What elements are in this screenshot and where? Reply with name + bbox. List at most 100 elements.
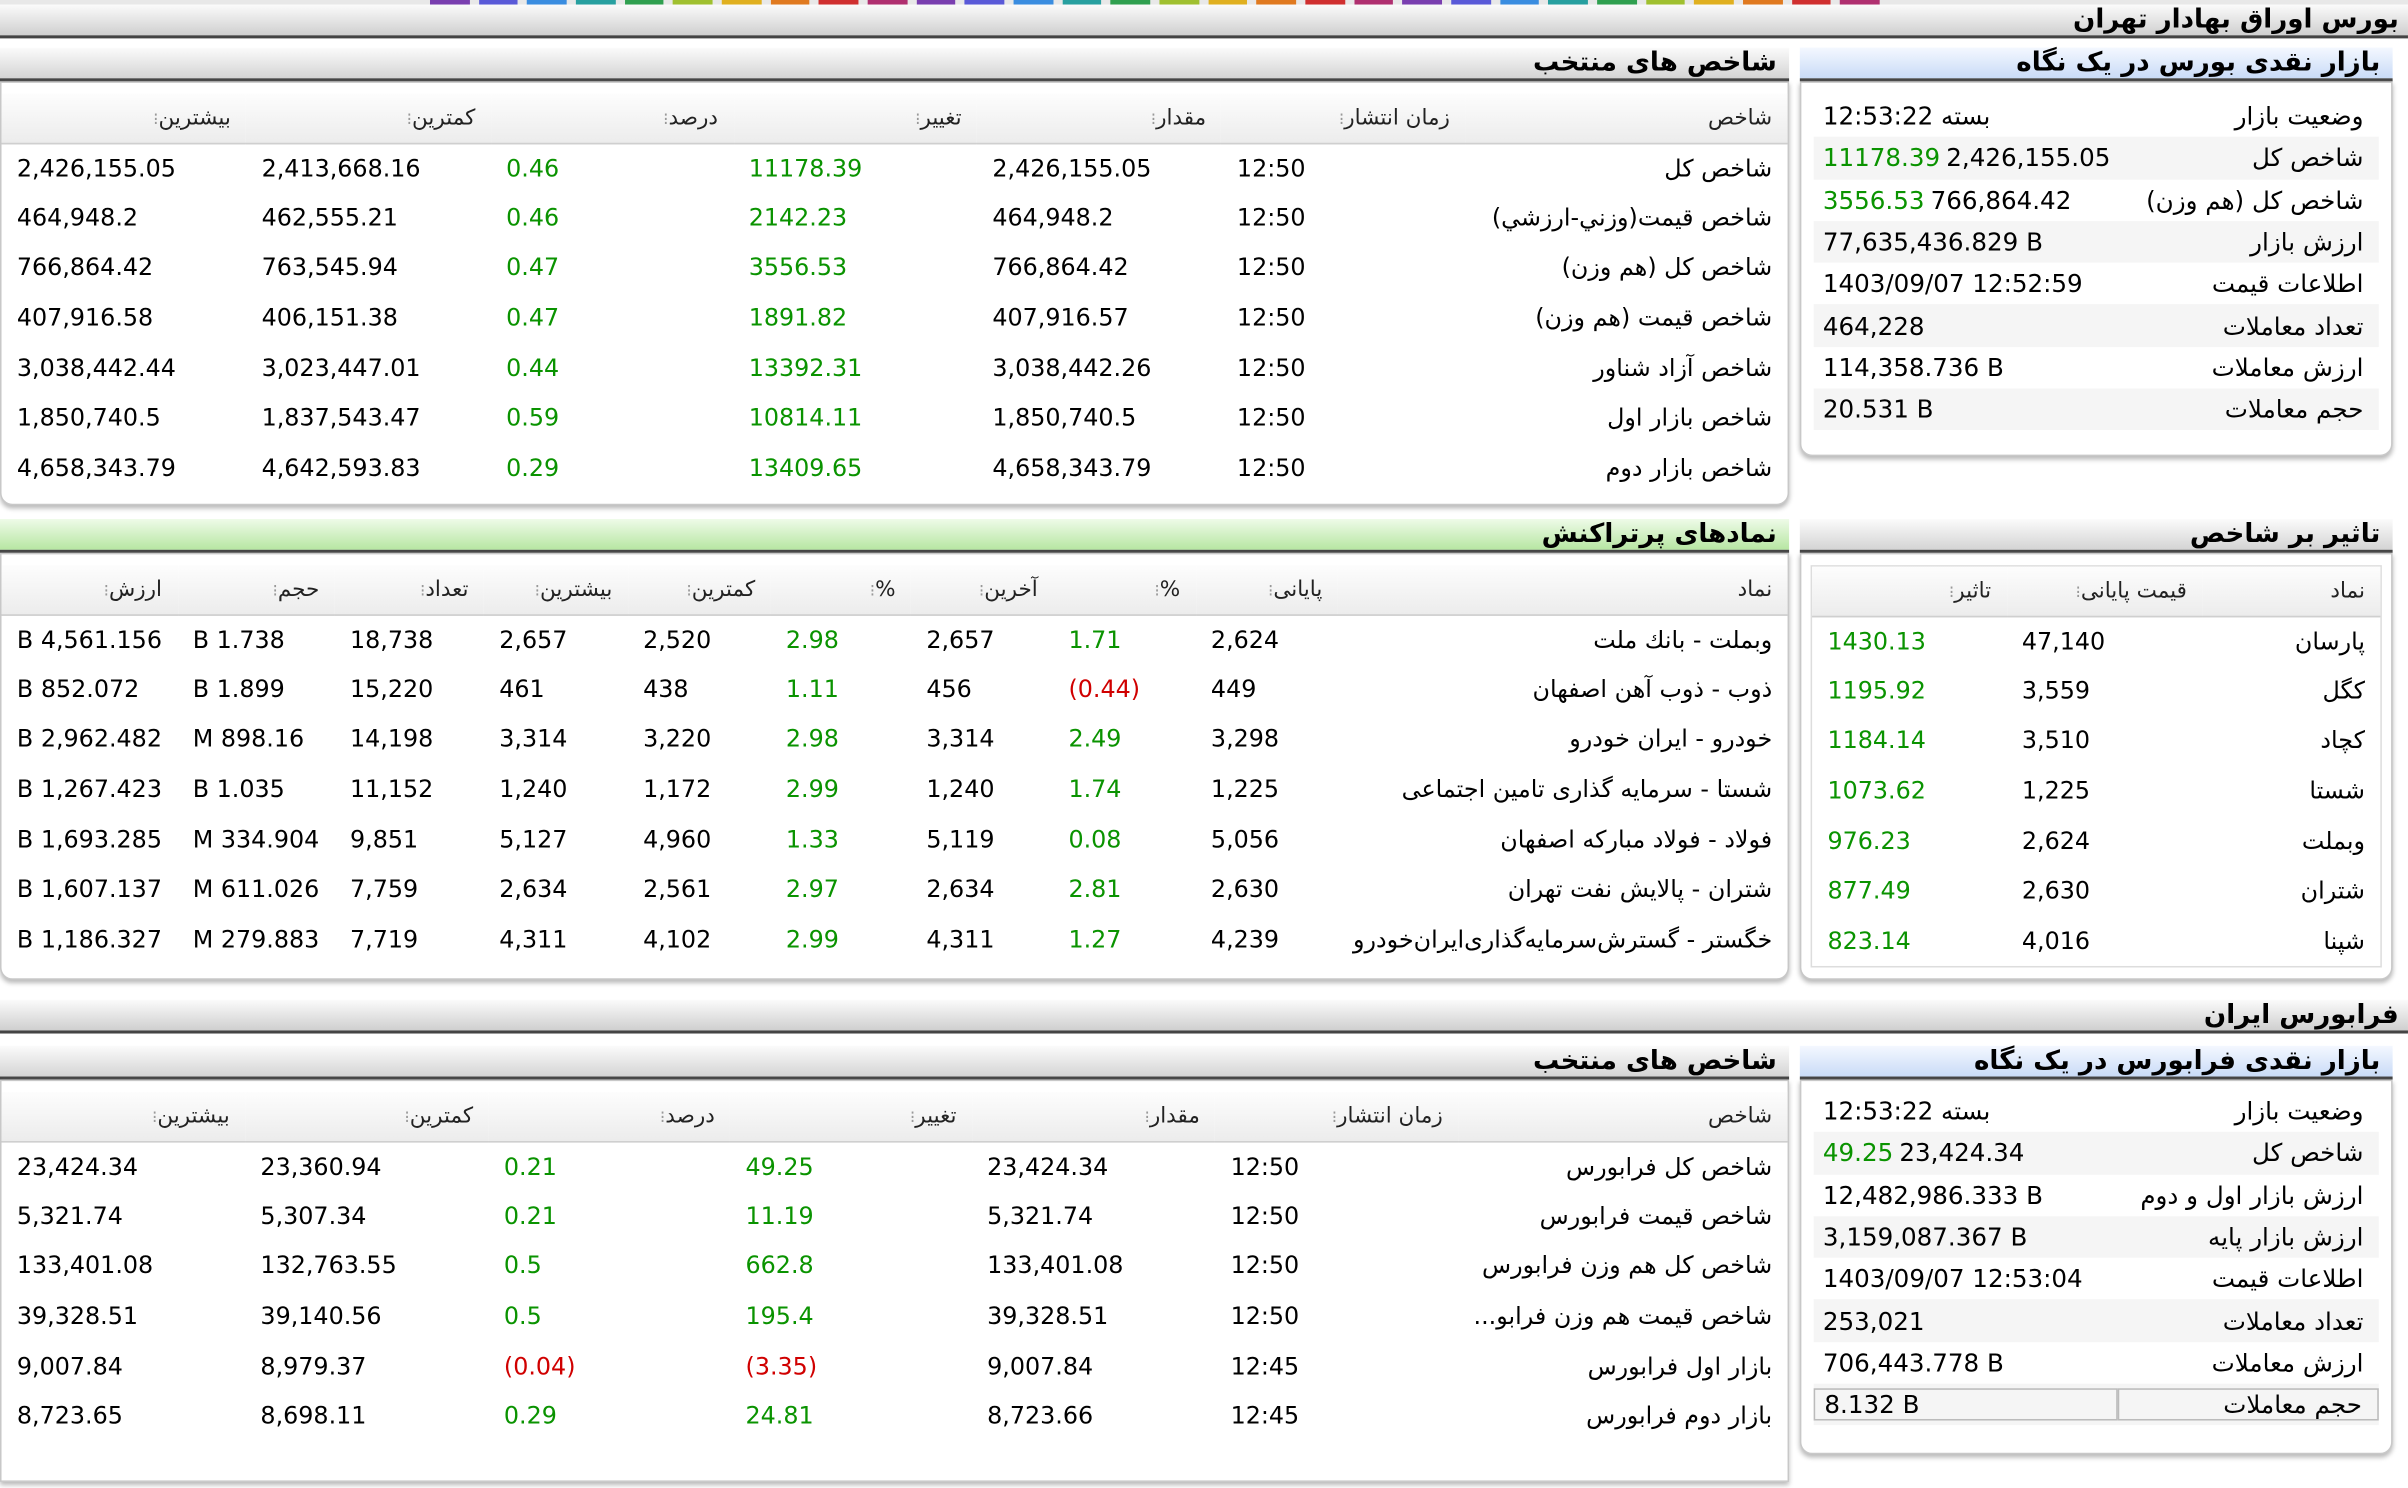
index-value: 3,038,442.26 bbox=[992, 354, 1152, 382]
summary-number: بسته 12:53:22 bbox=[1822, 1096, 1991, 1126]
column-header[interactable]: بیشترین⁝ bbox=[1, 1091, 246, 1142]
sort-icon: ⁝ bbox=[663, 108, 669, 129]
column-header[interactable]: درصد⁝ bbox=[488, 1091, 731, 1142]
column-header[interactable]: %⁝ bbox=[770, 565, 911, 616]
table-row[interactable]: شاخص قیمت هم وزن فرابو... 12:50 39,328.51 1… bbox=[2, 1291, 1788, 1341]
symbol[interactable]: فولاد - فولاد مباركه اصفهان bbox=[1500, 825, 1773, 854]
table-row[interactable]: شاخص قیمت فرابورس 12:50 5,321.74 11.19 0.21 5… bbox=[2, 1191, 1788, 1241]
table-row[interactable]: شاخص کل (هم وزن) 12:50 766,864.42 3556.53 0.… bbox=[2, 243, 1788, 293]
symbol[interactable]: کچاد bbox=[2320, 727, 2365, 755]
symbol[interactable]: خودرو - ایران‌ خودرو bbox=[1569, 725, 1773, 754]
table-row[interactable]: شاخص کل 12:50 2,426,155.05 11178.39 0.46 2,41… bbox=[2, 143, 1788, 193]
index-name[interactable]: شاخص کل هم وزن فرابورس bbox=[1482, 1252, 1773, 1280]
column-header[interactable]: مقدار⁝ bbox=[977, 93, 1222, 144]
column-header[interactable]: تغییر⁝ bbox=[733, 93, 978, 144]
index-name[interactable]: بازار اول فرابورس bbox=[1587, 1352, 1773, 1381]
index-name[interactable]: شاخص كل فرابورس bbox=[1566, 1152, 1773, 1181]
column-header[interactable]: ارزش⁝ bbox=[1, 565, 178, 616]
column-header[interactable]: شاخص bbox=[1465, 93, 1788, 144]
table-row[interactable]: شاخص قيمت(وزني-ارزشي) 12:50 464,948.2 2142.… bbox=[2, 193, 1788, 243]
column-header[interactable]: قیمت پایانی⁝ bbox=[2006, 566, 2203, 617]
table-row[interactable]: شاخص بازار دوم 12:50 4,658,343.79 13409.65 0… bbox=[2, 443, 1788, 493]
column-header[interactable]: تعداد⁝ bbox=[334, 565, 484, 616]
index-name[interactable]: شاخص قیمت هم وزن فرابو... bbox=[1473, 1302, 1773, 1331]
index-name[interactable]: بازار دوم فرابورس bbox=[1586, 1402, 1773, 1431]
index-name[interactable]: شاخص کل (هم وزن) bbox=[1561, 254, 1773, 282]
table-row[interactable]: شاخص قیمت (هم وزن) 12:50 407,916.57 1891.82… bbox=[2, 293, 1788, 343]
column-header[interactable]: حجم⁝ bbox=[177, 565, 335, 616]
symbol[interactable]: شستا bbox=[2309, 777, 2365, 805]
table-row[interactable]: فولاد - فولاد مباركه اصفهان 5,056 0.08 5,11… bbox=[2, 814, 1788, 864]
index-name[interactable]: شاخص قیمت فرابورس bbox=[1539, 1202, 1773, 1230]
ifb-indices-header: شاخص های منتخب bbox=[0, 1045, 1790, 1080]
table-row[interactable]: شتران 2,630 877.49 bbox=[1812, 866, 2380, 916]
table-row[interactable]: کچاد 3,510 1184.14 bbox=[1812, 716, 2380, 766]
table-row[interactable]: شستا 1,225 1073.62 bbox=[1812, 766, 2380, 816]
value: 1,693.285 B bbox=[16, 825, 162, 854]
table-row[interactable]: شستا - سرمایه گذاری تامین اجتماعی 1,225 1.… bbox=[2, 764, 1788, 814]
column-header[interactable]: نماد bbox=[1337, 565, 1788, 616]
column-header[interactable]: نماد bbox=[2202, 566, 2381, 617]
symbol[interactable]: خگستر - گسترش‌سرمایه‌گذاری‌ایران‌خودرو bbox=[1353, 925, 1773, 954]
column-header[interactable]: %⁝ bbox=[1053, 565, 1196, 616]
strip-segment bbox=[1548, 0, 1588, 5]
table-row[interactable]: ذوب - ذوب آهن اصفهان 449 (0.44) 456 1.11 438 4… bbox=[2, 664, 1788, 714]
column-header[interactable]: شاخص bbox=[1458, 1091, 1788, 1142]
table-row[interactable]: خگستر - گسترش‌سرمایه‌گذاری‌ایران‌خودرو 4,… bbox=[2, 915, 1788, 965]
symbol[interactable]: وبملت bbox=[2301, 827, 2365, 855]
column-header[interactable]: کمترین⁝ bbox=[627, 565, 771, 616]
index-name[interactable]: شاخص بازار دوم bbox=[1605, 454, 1773, 482]
symbol[interactable]: شپنا bbox=[2323, 927, 2365, 955]
column-header[interactable]: زمان انتشار⁝ bbox=[1221, 93, 1466, 144]
table-row[interactable]: شاخص کل هم وزن فرابورس 12:50 133,401.08 662… bbox=[2, 1241, 1788, 1291]
table-row[interactable]: وبملت - بانك ملت 2,624 1.71 2,657 2.98 2,520 2… bbox=[2, 614, 1788, 664]
column-header[interactable]: بیشترین⁝ bbox=[483, 565, 628, 616]
table-row[interactable]: شاخص آزاد شناور 12:50 3,038,442.26 13392.31… bbox=[2, 343, 1788, 393]
table-row[interactable]: وبملت 2,624 976.23 bbox=[1812, 816, 2380, 866]
symbol[interactable]: کگل bbox=[2322, 677, 2365, 705]
table-row[interactable]: پارسان 47,140 1430.13 bbox=[1812, 616, 2380, 666]
high: 5,321.74 bbox=[16, 1202, 123, 1230]
column-header[interactable]: تغییر⁝ bbox=[730, 1091, 972, 1142]
percent: 0.29 bbox=[506, 454, 560, 482]
color-strip bbox=[0, 0, 2408, 5]
column-header[interactable]: مقدار⁝ bbox=[971, 1091, 1216, 1142]
table-row[interactable]: خودرو - ایران‌ خودرو 3,298 2.49 3,314 2.98 3,… bbox=[2, 714, 1788, 764]
column-header[interactable]: کمترین⁝ bbox=[245, 1091, 489, 1142]
value: 1,267.423 B bbox=[16, 775, 162, 804]
column-header[interactable]: کمترین⁝ bbox=[246, 93, 491, 144]
close-percent: 1.27 bbox=[1068, 925, 1122, 954]
index-name[interactable]: شاخص بازار اول bbox=[1607, 404, 1773, 432]
column-header[interactable]: آخرین⁝ bbox=[910, 565, 1054, 616]
column-header[interactable]: پایانی⁝ bbox=[1195, 565, 1338, 616]
percent: 0.29 bbox=[503, 1402, 557, 1431]
table-row[interactable]: بازار اول فرابورس 12:45 9,007.84 (3.35) (0.0… bbox=[2, 1341, 1788, 1391]
summary-value: 49.25 23,424.34 bbox=[1814, 1139, 2118, 1168]
index-name[interactable]: شاخص قيمت(وزني-ارزشي) bbox=[1491, 204, 1773, 232]
table-row[interactable]: شتران - پالایش نفت تهران 2,630 2.81 2,634 2.… bbox=[2, 865, 1788, 915]
table-row[interactable]: شاخص بازار اول 12:50 1,850,740.5 10814.11 0.… bbox=[2, 393, 1788, 443]
table-row[interactable]: بازار دوم فرابورس 12:45 8,723.66 24.81 0.29 8… bbox=[2, 1391, 1788, 1441]
column-header[interactable]: تاثیر⁝ bbox=[1812, 566, 2007, 617]
symbol[interactable]: شستا - سرمایه گذاری تامین اجتماعی bbox=[1401, 775, 1773, 804]
high: 5,127 bbox=[499, 825, 568, 854]
column-header[interactable]: زمان انتشار⁝ bbox=[1215, 1091, 1459, 1142]
column-header[interactable]: درصد⁝ bbox=[490, 93, 734, 144]
table-row[interactable]: شاخص كل فرابورس 12:50 23,424.34 49.25 0.21 23… bbox=[2, 1141, 1788, 1191]
table-row[interactable]: شپنا 4,016 823.14 bbox=[1812, 916, 2380, 966]
symbol[interactable]: ذوب - ذوب آهن اصفهان bbox=[1532, 675, 1773, 704]
low: 39,140.56 bbox=[260, 1302, 382, 1331]
index-name[interactable]: شاخص قیمت (هم وزن) bbox=[1535, 304, 1773, 332]
percent: 0.46 bbox=[506, 204, 560, 232]
column-header[interactable]: بیشترین⁝ bbox=[1, 93, 247, 144]
symbol[interactable]: وبملت - بانك ملت bbox=[1593, 625, 1773, 654]
index-name[interactable]: شاخص آزاد شناور bbox=[1593, 354, 1773, 382]
symbol[interactable]: پارسان bbox=[2294, 627, 2365, 656]
symbol[interactable]: شتران bbox=[2300, 877, 2365, 905]
tse-section-header: بورس اوراق بهادار تهران bbox=[0, 4, 2408, 39]
volume: 1.035 B bbox=[192, 775, 285, 804]
symbol[interactable]: شتران - پالایش نفت تهران bbox=[1507, 875, 1773, 904]
table-row[interactable]: کگل 3,559 1195.92 bbox=[1812, 666, 2380, 716]
index-name[interactable]: شاخص کل bbox=[1664, 154, 1773, 183]
low: 1,172 bbox=[643, 775, 712, 804]
